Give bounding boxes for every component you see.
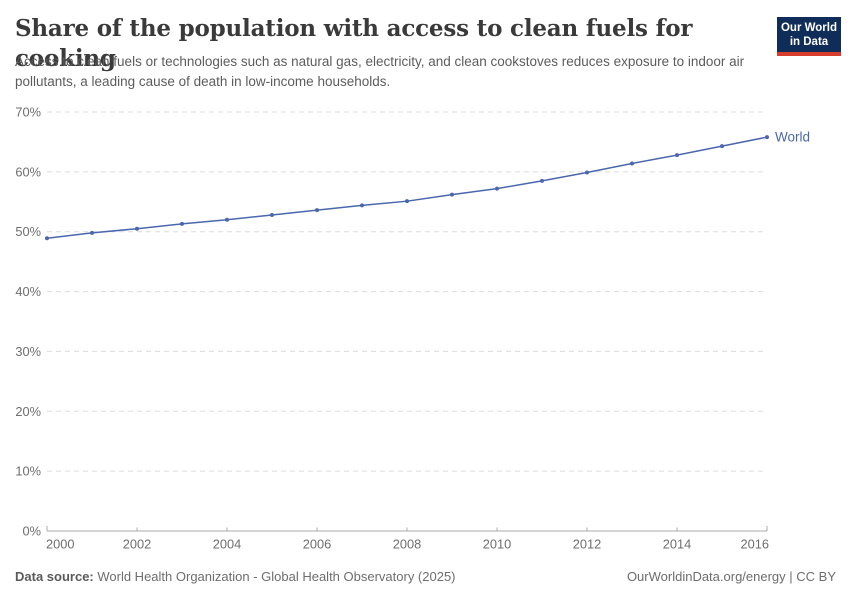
y-axis-tick-label: 40% xyxy=(15,284,41,299)
x-axis-tick-label: 2016 xyxy=(741,537,769,552)
y-axis-tick-label: 50% xyxy=(15,224,41,239)
x-axis-tick-label: 2010 xyxy=(483,537,511,552)
y-axis-tick-label: 30% xyxy=(15,344,41,359)
data-point-2007[interactable] xyxy=(360,203,364,208)
data-point-2006[interactable] xyxy=(315,208,319,213)
owid-logo: Our World in Data xyxy=(777,17,841,56)
data-point-2012[interactable] xyxy=(585,170,589,175)
y-axis-tick-label: 70% xyxy=(15,105,41,120)
chart-subtitle: Access to clean fuels or technologies su… xyxy=(15,54,745,89)
data-point-2004[interactable] xyxy=(225,217,229,222)
data-point-2005[interactable] xyxy=(270,212,274,217)
data-point-2000[interactable] xyxy=(45,236,49,241)
data-point-2002[interactable] xyxy=(135,226,139,231)
owid-logo-line1: Our World xyxy=(780,22,837,34)
chart-title: Share of the population with access to c… xyxy=(15,15,693,72)
world-line[interactable] xyxy=(46,136,768,240)
x-axis-tick-label: 2008 xyxy=(393,537,421,552)
x-axis-tick-label: 2012 xyxy=(573,537,601,552)
series-label-world[interactable]: World xyxy=(775,130,810,145)
x-axis-tick-label: 2000 xyxy=(46,537,74,552)
y-axis-tick-label: 10% xyxy=(15,464,41,479)
data-source-note: Data source: World Health Organization -… xyxy=(15,569,456,584)
data-point-2014[interactable] xyxy=(675,153,679,158)
x-axis-tick-label: 2004 xyxy=(213,537,241,552)
y-axis-tick-label: 20% xyxy=(15,404,41,419)
data-source-value: World Health Organization - Global Healt… xyxy=(93,569,456,584)
data-point-2008[interactable] xyxy=(405,199,409,204)
x-axis-tick-label: 2014 xyxy=(663,537,691,552)
data-point-2015[interactable] xyxy=(720,144,724,149)
credit-link[interactable]: OurWorldinData.org/energy | CC BY xyxy=(626,569,836,584)
owid-logo-line2: in Data xyxy=(789,35,829,48)
x-axis-tick-label: 2006 xyxy=(303,537,331,552)
data-point-2001[interactable] xyxy=(90,230,94,235)
data-point-2016[interactable] xyxy=(765,135,769,140)
data-source-label: Data source: xyxy=(15,569,94,584)
data-point-2013[interactable] xyxy=(630,161,634,166)
data-point-2011[interactable] xyxy=(540,178,544,183)
data-point-2010[interactable] xyxy=(495,186,499,191)
y-axis-tick-label: 60% xyxy=(15,164,41,179)
y-axis-tick-label: 0% xyxy=(23,524,42,539)
data-point-2003[interactable] xyxy=(180,221,184,226)
data-point-2009[interactable] xyxy=(450,192,454,197)
x-axis-tick-label: 2002 xyxy=(123,537,151,552)
